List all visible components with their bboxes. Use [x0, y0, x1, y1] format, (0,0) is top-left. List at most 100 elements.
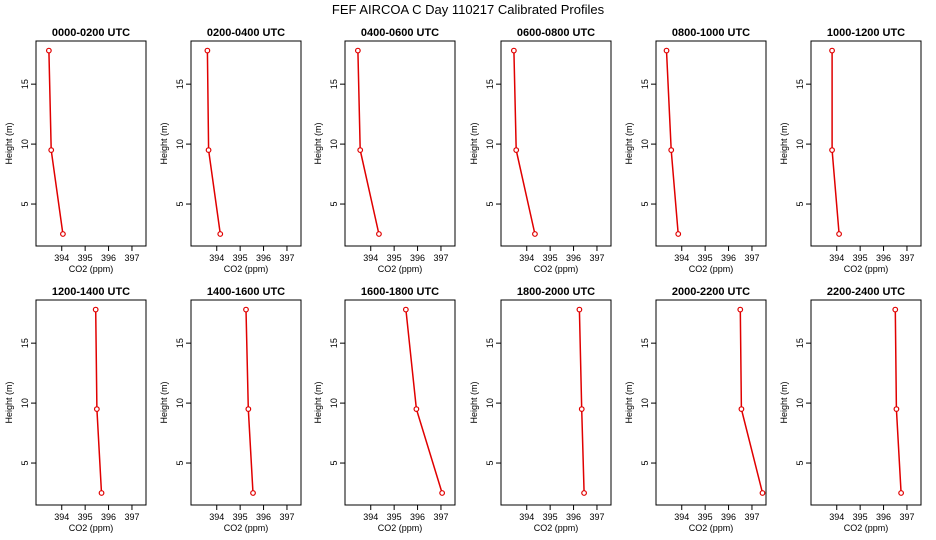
panel-title: 1600-1800 UTC: [361, 286, 439, 298]
y-tick-label: 5: [640, 202, 650, 207]
y-tick-label: 15: [329, 79, 339, 89]
data-point: [836, 231, 842, 237]
y-axis-label: Height (m): [469, 381, 479, 423]
profile-panel-2: 0400-0600 UTC 394 395 396 397 5 10 15 CO2 (ppm) H…: [313, 27, 456, 274]
y-tick-label: 10: [175, 398, 185, 408]
x-tick-label: 396: [566, 512, 581, 522]
x-tick-label: 394: [674, 253, 689, 263]
y-tick-label: 15: [640, 79, 650, 89]
profile-line: [357, 50, 380, 235]
y-tick-label: 15: [795, 338, 805, 348]
x-tick-label: 395: [543, 253, 558, 263]
x-tick-label: 397: [124, 253, 139, 263]
x-tick-label: 396: [256, 253, 271, 263]
profile-panel-10: 2000-2200 UTC 394 395 396 397 5 10 15 CO2 (ppm) H…: [624, 286, 767, 533]
x-tick-label: 395: [698, 253, 713, 263]
y-tick-label: 10: [485, 398, 495, 408]
x-tick-label: 394: [54, 512, 69, 522]
x-tick-label: 397: [744, 253, 759, 263]
x-tick-label: 396: [410, 253, 425, 263]
data-point: [92, 306, 99, 313]
y-tick-label: 15: [175, 79, 185, 89]
data-point: [354, 47, 361, 54]
y-tick-label: 15: [20, 79, 30, 89]
plot-frame: [35, 299, 147, 506]
plot-frame: [190, 40, 302, 247]
x-tick-label: 396: [101, 253, 116, 263]
profile-panel-8: 1600-1800 UTC 394 395 396 397 5 10 15 CO2 (ppm) H…: [313, 286, 456, 533]
x-tick-label: 397: [899, 512, 914, 522]
panel-title: 1200-1400 UTC: [52, 286, 130, 298]
data-point: [892, 306, 899, 313]
x-tick-label: 396: [721, 512, 736, 522]
data-point: [663, 47, 670, 54]
y-tick-label: 5: [329, 461, 339, 466]
y-tick-label: 5: [20, 202, 30, 207]
data-point: [532, 231, 538, 237]
y-tick-label: 15: [485, 338, 495, 348]
x-tick-label: 395: [233, 512, 248, 522]
plot-frame: [500, 40, 612, 247]
data-point: [98, 490, 105, 496]
x-tick-label: 397: [589, 512, 604, 522]
data-point: [204, 47, 211, 54]
data-point: [737, 306, 744, 313]
figure-title: FEF AIRCOA C Day 110217 Calibrated Profi…: [332, 2, 605, 17]
y-axis-label: Height (m): [624, 122, 634, 164]
x-axis-label: CO2 (ppm): [689, 523, 734, 533]
data-point: [759, 490, 766, 496]
data-point: [829, 147, 835, 153]
plot-frame: [190, 299, 302, 506]
y-tick-label: 10: [329, 398, 339, 408]
plot-frame: [655, 299, 767, 506]
y-tick-label: 10: [640, 398, 650, 408]
profile-line: [513, 50, 536, 235]
profile-panel-5: 1000-1200 UTC 394 395 396 397 5 10 15 CO2 (ppm) H…: [779, 27, 922, 274]
x-tick-label: 394: [829, 253, 844, 263]
data-point: [576, 306, 583, 313]
data-point: [60, 231, 66, 237]
y-axis-label: Height (m): [159, 381, 169, 423]
y-axis-label: Height (m): [313, 122, 323, 164]
panel-title: 2200-2400 UTC: [827, 286, 905, 298]
data-point: [898, 490, 905, 496]
data-point: [578, 406, 585, 412]
data-point: [93, 406, 100, 412]
profile-line: [894, 309, 902, 494]
y-tick-label: 5: [795, 461, 805, 466]
x-tick-label: 395: [387, 512, 402, 522]
y-tick-label: 5: [795, 202, 805, 207]
x-axis-label: CO2 (ppm): [844, 523, 889, 533]
x-tick-label: 395: [698, 512, 713, 522]
x-tick-label: 394: [54, 253, 69, 263]
y-tick-label: 15: [175, 338, 185, 348]
y-tick-label: 5: [485, 202, 495, 207]
plot-frame: [655, 40, 767, 247]
panel-title: 0800-1000 UTC: [672, 27, 750, 39]
x-tick-label: 396: [256, 512, 271, 522]
panel-title: 1800-2000 UTC: [517, 286, 595, 298]
data-point: [217, 231, 224, 237]
data-point: [439, 490, 446, 496]
x-tick-label: 396: [876, 253, 891, 263]
y-tick-label: 15: [640, 338, 650, 348]
x-axis-label: CO2 (ppm): [844, 264, 889, 274]
panel-title: 0000-0200 UTC: [52, 27, 130, 39]
profile-line: [206, 50, 222, 235]
plot-frame: [35, 40, 147, 247]
data-point: [250, 490, 256, 496]
y-tick-label: 15: [20, 338, 30, 348]
data-point: [245, 406, 252, 412]
x-axis-label: CO2 (ppm): [534, 264, 579, 274]
y-axis-label: Height (m): [624, 381, 634, 423]
x-axis-label: CO2 (ppm): [378, 264, 423, 274]
data-point: [581, 490, 587, 496]
profile-panel-1: 0200-0400 UTC 394 395 396 397 5 10 15 CO2 (ppm) H…: [159, 27, 302, 274]
x-tick-label: 396: [876, 512, 891, 522]
y-tick-label: 10: [20, 398, 30, 408]
x-tick-label: 396: [566, 253, 581, 263]
x-tick-label: 397: [589, 253, 604, 263]
data-point: [510, 47, 517, 54]
x-tick-label: 395: [233, 253, 248, 263]
